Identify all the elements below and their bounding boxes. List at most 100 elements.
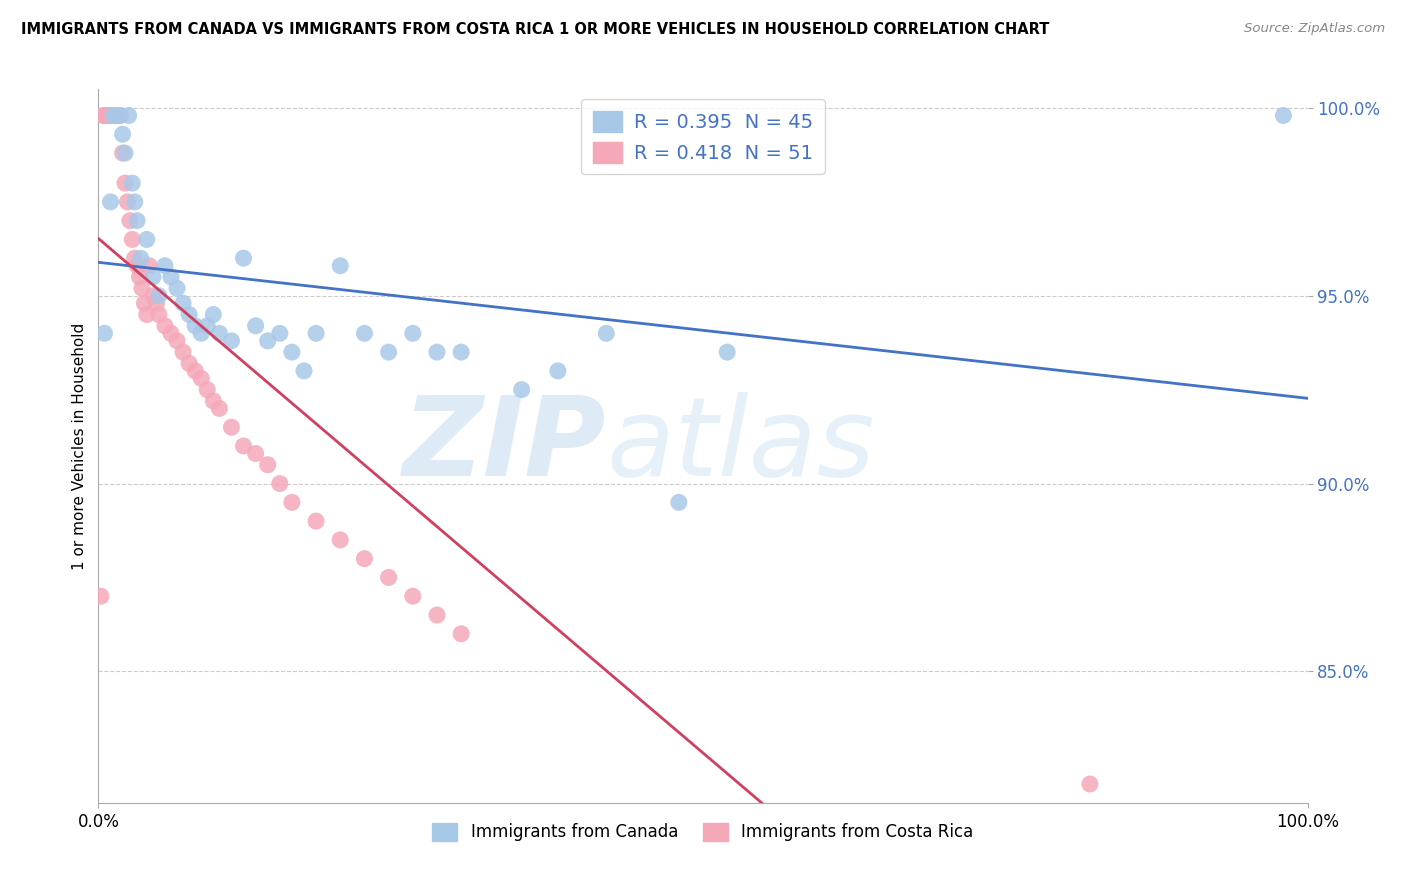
Point [402, 326, 425, 341]
Point [127, 213, 149, 227]
Point [111, 146, 134, 161]
Point [281, 495, 304, 509]
Point [426, 607, 449, 622]
Point [142, 270, 165, 285]
Point [245, 446, 267, 460]
Point [402, 589, 425, 603]
Point [153, 318, 176, 333]
Point [1078, 777, 1101, 791]
Point [91, 108, 114, 122]
Point [377, 345, 399, 359]
Point [450, 627, 472, 641]
Point [190, 326, 212, 341]
Point [716, 345, 738, 359]
Point [329, 533, 352, 547]
Point [118, 108, 141, 122]
Point [450, 345, 472, 359]
Point [105, 108, 128, 122]
Point [256, 334, 278, 348]
Point [256, 458, 278, 472]
Point [124, 251, 146, 265]
Point [668, 495, 690, 509]
Point [101, 108, 124, 122]
Point [184, 364, 207, 378]
Point [160, 326, 183, 341]
Point [305, 326, 328, 341]
Point [121, 176, 143, 190]
Point [353, 551, 375, 566]
Point [245, 318, 267, 333]
Point [148, 308, 170, 322]
Point [124, 194, 146, 209]
Point [221, 420, 243, 434]
Point [305, 514, 328, 528]
Point [232, 251, 254, 265]
Point [135, 232, 157, 246]
Point [94, 108, 117, 122]
Point [160, 270, 183, 285]
Point [128, 270, 150, 285]
Point [202, 393, 225, 408]
Text: ZIP: ZIP [402, 392, 606, 500]
Point [1272, 108, 1295, 122]
Text: atlas: atlas [606, 392, 875, 500]
Point [97, 108, 120, 122]
Point [202, 308, 225, 322]
Point [172, 345, 194, 359]
Point [377, 570, 399, 584]
Point [100, 108, 122, 122]
Point [108, 108, 131, 122]
Point [232, 439, 254, 453]
Point [510, 383, 533, 397]
Legend: Immigrants from Canada, Immigrants from Costa Rica: Immigrants from Canada, Immigrants from … [426, 816, 980, 848]
Point [595, 326, 617, 341]
Point [93, 326, 115, 341]
Point [129, 251, 152, 265]
Point [121, 232, 143, 246]
Point [131, 281, 153, 295]
Point [100, 194, 122, 209]
Point [190, 371, 212, 385]
Point [145, 296, 167, 310]
Point [127, 259, 149, 273]
Point [269, 326, 291, 341]
Point [107, 108, 129, 122]
Point [134, 296, 156, 310]
Point [221, 334, 243, 348]
Point [166, 334, 188, 348]
Point [547, 364, 569, 378]
Point [135, 308, 157, 322]
Point [148, 289, 170, 303]
Point [93, 108, 115, 122]
Point [90, 589, 112, 603]
Point [208, 326, 231, 341]
Text: IMMIGRANTS FROM CANADA VS IMMIGRANTS FROM COSTA RICA 1 OR MORE VEHICLES IN HOUSE: IMMIGRANTS FROM CANADA VS IMMIGRANTS FRO… [21, 22, 1049, 37]
Point [153, 259, 176, 273]
Point [195, 318, 218, 333]
Y-axis label: 1 or more Vehicles in Household: 1 or more Vehicles in Household [72, 322, 87, 570]
Point [108, 108, 131, 122]
Point [179, 308, 201, 322]
Point [114, 146, 136, 161]
Point [269, 476, 291, 491]
Point [329, 259, 352, 273]
Point [114, 176, 136, 190]
Point [117, 194, 139, 209]
Point [172, 296, 194, 310]
Point [195, 383, 218, 397]
Point [103, 108, 125, 122]
Point [426, 345, 449, 359]
Text: Source: ZipAtlas.com: Source: ZipAtlas.com [1244, 22, 1385, 36]
Point [208, 401, 231, 416]
Point [105, 108, 128, 122]
Point [184, 318, 207, 333]
Point [281, 345, 304, 359]
Point [142, 289, 165, 303]
Point [138, 259, 160, 273]
Point [166, 281, 188, 295]
Point [118, 213, 141, 227]
Point [101, 108, 124, 122]
Point [292, 364, 315, 378]
Point [353, 326, 375, 341]
Point [98, 108, 121, 122]
